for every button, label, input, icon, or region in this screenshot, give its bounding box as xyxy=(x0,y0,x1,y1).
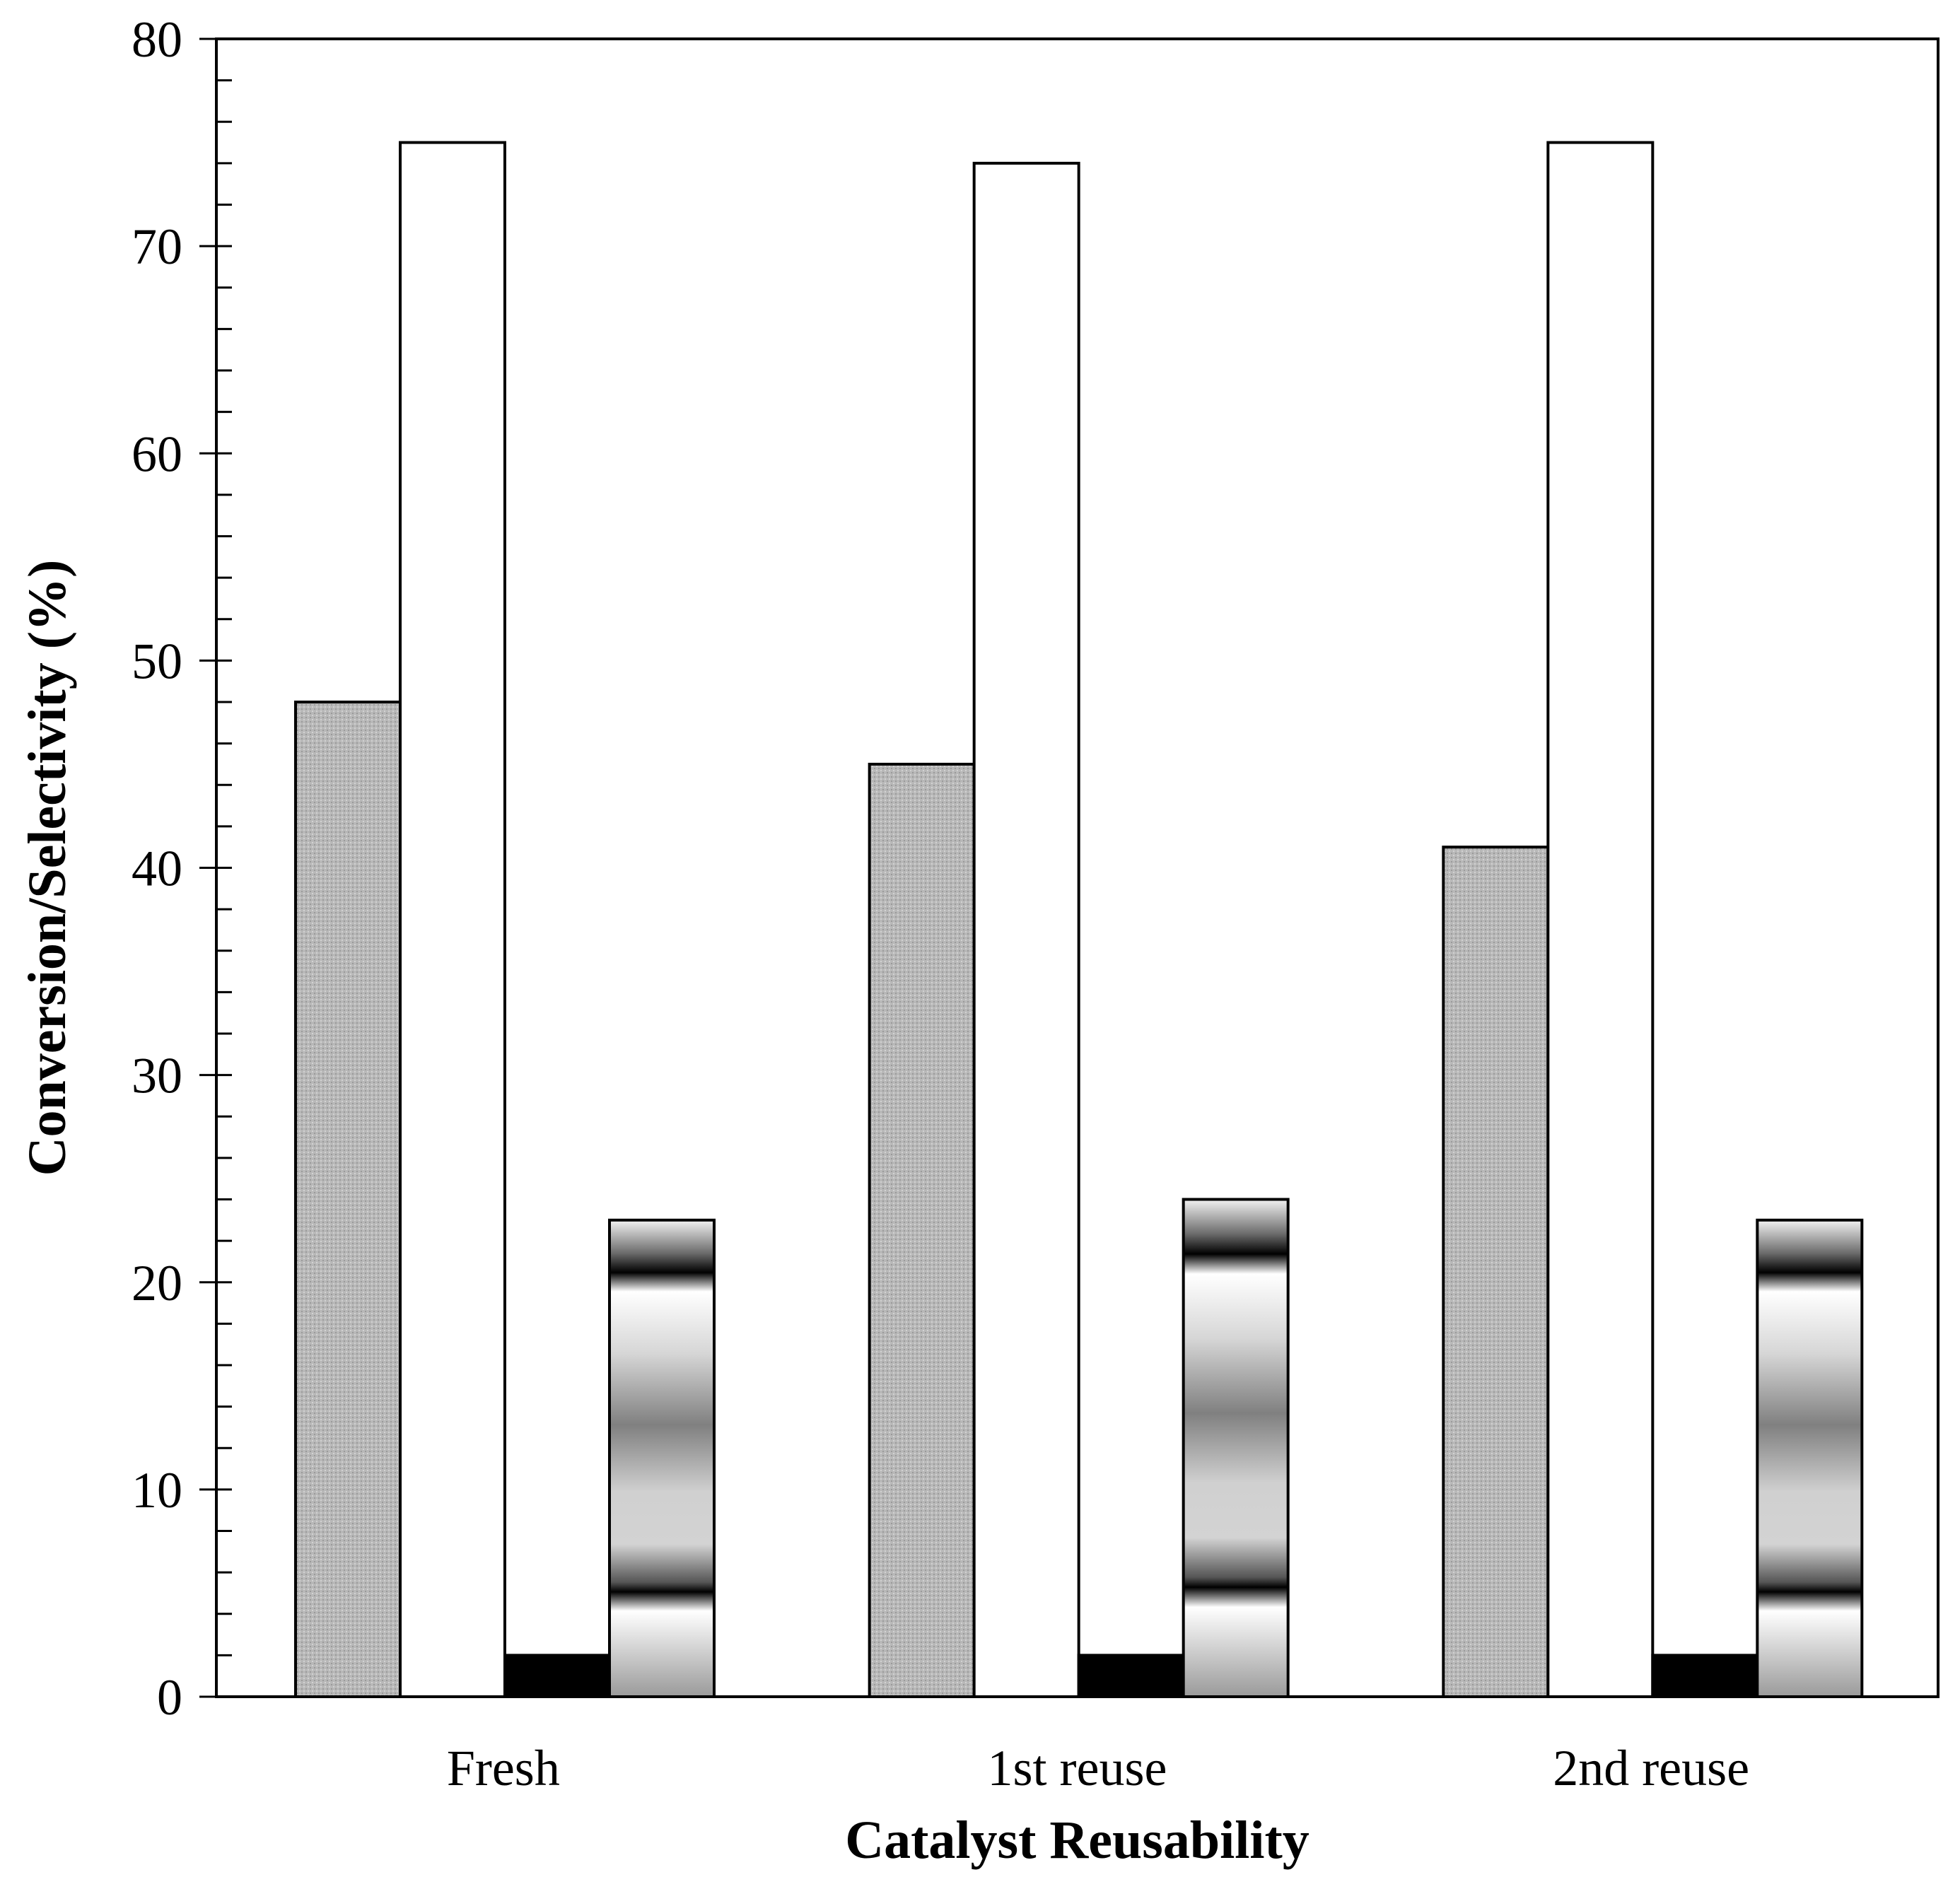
y-axis-title: Conversion/Selectivity (%) xyxy=(18,560,77,1176)
bar-series-1-2 xyxy=(1442,846,1550,1698)
bar-series-2-0 xyxy=(399,141,506,1698)
y-tick-label: 60 xyxy=(132,426,182,482)
bar-series-3-0 xyxy=(503,1654,611,1698)
y-tick-label: 30 xyxy=(132,1048,182,1104)
y-tick-label: 70 xyxy=(132,218,182,275)
x-axis-title: Catalyst Reusability xyxy=(845,1811,1309,1870)
y-tick-label: 20 xyxy=(132,1255,182,1311)
y-axis-ticks: 0 10 20 30 40 50 60 70 80 xyxy=(132,11,232,1726)
bar-series-3-2 xyxy=(1651,1654,1759,1698)
bar-series-2-1 xyxy=(972,161,1080,1698)
y-tick-label: 80 xyxy=(132,11,182,68)
y-tick-label: 50 xyxy=(132,633,182,689)
bar-series-4-2 xyxy=(1756,1218,1864,1698)
bar-series-4-0 xyxy=(608,1218,716,1698)
y-tick-label: 0 xyxy=(157,1669,182,1726)
y-tick-label: 40 xyxy=(132,841,182,897)
x-tick-label: 1st reuse xyxy=(988,1740,1167,1796)
x-axis-tick-labels: Fresh 1st reuse 2nd reuse xyxy=(447,1740,1749,1796)
bar-series-1-0 xyxy=(294,701,402,1698)
bar-series-4-1 xyxy=(1182,1198,1290,1698)
x-tick-label: 2nd reuse xyxy=(1553,1740,1749,1796)
plot-frame xyxy=(215,37,1939,1698)
bar-series-2-2 xyxy=(1546,141,1655,1698)
y-tick-label: 10 xyxy=(132,1462,182,1519)
x-tick-label: Fresh xyxy=(447,1740,560,1796)
bar-series-3-1 xyxy=(1077,1654,1185,1698)
bars xyxy=(294,141,1864,1698)
bar-series-1-1 xyxy=(868,762,976,1698)
